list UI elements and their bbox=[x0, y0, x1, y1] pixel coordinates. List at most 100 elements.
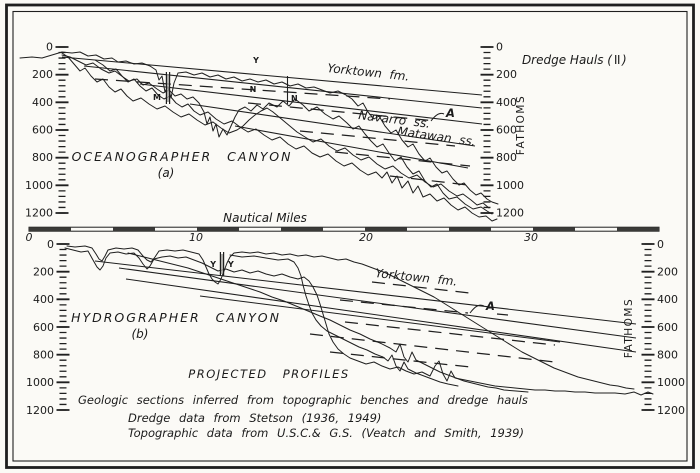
dashed-correlation-line bbox=[344, 321, 556, 346]
tick-label: 0 bbox=[47, 238, 54, 251]
caption-line-3: Topographic data from U.S.C.& G.S. (Veat… bbox=[128, 426, 524, 440]
profile-line bbox=[19, 51, 499, 205]
mile-label: 0 bbox=[26, 231, 33, 244]
captions: PROJECTED PROFILES Geologic sections inf… bbox=[78, 367, 528, 440]
profile-line bbox=[66, 245, 635, 390]
tick-label: 1000 bbox=[26, 376, 54, 389]
formation-line bbox=[234, 125, 469, 169]
dashed-correlation-line bbox=[389, 175, 469, 186]
nautical-miles-scale: Nautical Miles 0 10 20 30 bbox=[26, 211, 660, 244]
dashed-correlation-line bbox=[329, 351, 471, 368]
tick-label: 400 bbox=[657, 293, 678, 306]
panel-a-left-axis: 0 200 400 600 800 1000 1200 bbox=[25, 41, 69, 220]
tick-label: 600 bbox=[32, 124, 53, 137]
scale-bar-segment bbox=[281, 227, 323, 232]
tick-label: 400 bbox=[496, 96, 517, 109]
tick-label: 200 bbox=[32, 68, 53, 81]
panel-b-right-axis: 0 200 400 600 800 1000 1200 FATHOMS bbox=[623, 238, 685, 417]
scale-bar-segment bbox=[365, 227, 407, 232]
caption-line-2: Dredge data from Stetson (1936, 1949) bbox=[128, 411, 381, 425]
tick-label: 1000 bbox=[657, 376, 685, 389]
profile-line bbox=[229, 254, 459, 387]
scale-bar-segment bbox=[113, 227, 155, 232]
tick-label: 200 bbox=[33, 266, 54, 279]
profile-line bbox=[61, 52, 490, 209]
scale-bar-segment bbox=[533, 227, 575, 232]
scale-bar-segment bbox=[617, 227, 659, 232]
panel-a-right-axis: 0 200 400 600 800 1000 1200 FATHOMS bbox=[480, 41, 527, 220]
tick-label: 0 bbox=[657, 238, 664, 251]
mile-label: 20 bbox=[359, 231, 373, 244]
outer-border bbox=[5, 3, 695, 469]
formation-line bbox=[125, 278, 637, 353]
dredge-marker-label: N bbox=[250, 85, 257, 94]
dredge-marker-label: N bbox=[291, 94, 298, 103]
scale-bar-segment bbox=[449, 227, 491, 232]
profile-line bbox=[94, 59, 498, 222]
projected-profiles-title: PROJECTED PROFILES bbox=[188, 367, 349, 381]
tick-label: 800 bbox=[496, 151, 517, 164]
tick-label: 1000 bbox=[25, 179, 53, 192]
dashed-correlation-line bbox=[339, 299, 469, 314]
formation-line bbox=[94, 260, 637, 325]
panel-b-tag: (b) bbox=[132, 327, 149, 341]
tick-label: 1200 bbox=[26, 404, 54, 417]
tick-label: 0 bbox=[496, 41, 503, 54]
tick-label: 800 bbox=[657, 349, 678, 362]
tick-label: 200 bbox=[496, 68, 517, 81]
dredge-hauls-label-close: ) bbox=[621, 53, 627, 67]
tick-label: 1000 bbox=[496, 179, 524, 192]
tick-label: 1200 bbox=[496, 207, 524, 220]
tick-label: 800 bbox=[33, 349, 54, 362]
dashed-correlation-line bbox=[371, 281, 471, 294]
panel-a-tag: (a) bbox=[158, 166, 175, 180]
tick-label: 800 bbox=[32, 151, 53, 164]
panel-b-dredge-markers: Y Y bbox=[209, 252, 234, 276]
formation-line bbox=[139, 83, 483, 125]
dredge-marker-label: Y bbox=[252, 56, 259, 65]
panel-b-formation-lines bbox=[94, 260, 637, 353]
panel-b-title: HYDROGRAPHER CANYON bbox=[71, 310, 281, 325]
formation-line bbox=[189, 103, 476, 147]
fathoms-axis-label: FATHOMS bbox=[623, 298, 635, 358]
formation-line bbox=[118, 267, 637, 339]
scale-bar bbox=[28, 226, 660, 232]
panel-a-dredge-markers: M Y N N bbox=[153, 56, 298, 104]
inner-border bbox=[12, 10, 688, 462]
panel-b-left-axis: 0 200 400 600 800 1000 1200 bbox=[26, 238, 70, 417]
dashed-correlation-line bbox=[299, 130, 456, 147]
scale-label: Nautical Miles bbox=[223, 211, 307, 225]
profile-line bbox=[61, 54, 493, 215]
tick-label: 600 bbox=[496, 124, 517, 137]
profile-line bbox=[64, 247, 654, 396]
tick-label: 400 bbox=[32, 96, 53, 109]
dredge-marker-label: Y bbox=[227, 260, 234, 269]
fathoms-axis-label: FATHOMS bbox=[515, 95, 527, 155]
dredge-marker-label: Y bbox=[209, 260, 216, 269]
panel-a-title: OCEANOGRAPHER CANYON bbox=[72, 149, 293, 164]
tick-label: 1200 bbox=[25, 207, 53, 220]
panel-b-profiles bbox=[64, 245, 654, 396]
a-marker-leader bbox=[430, 112, 445, 122]
dredge-hauls-label: Dredge Hauls ( bbox=[522, 53, 613, 67]
formation-line bbox=[199, 295, 561, 343]
profile-line bbox=[127, 252, 529, 393]
dash-after-a bbox=[496, 313, 509, 316]
dashed-correlation-line bbox=[94, 78, 391, 100]
tick-label: 1200 bbox=[657, 404, 685, 417]
a-marker-label: A bbox=[445, 106, 455, 120]
dashed-correlation-line bbox=[247, 102, 437, 122]
caption-line-1: Geologic sections inferred from topograp… bbox=[78, 393, 528, 407]
scale-bar-segment bbox=[197, 227, 239, 232]
mile-label: 30 bbox=[524, 231, 538, 244]
formation-line bbox=[83, 65, 483, 109]
tick-label: 400 bbox=[33, 293, 54, 306]
panel-b-dashed-lines bbox=[309, 281, 556, 368]
a-marker-leader bbox=[469, 304, 485, 314]
panel-a-profiles bbox=[19, 51, 499, 222]
a-marker-label: A bbox=[485, 299, 495, 313]
scale-bar-segment bbox=[29, 227, 71, 232]
tick-label: 600 bbox=[657, 321, 678, 334]
